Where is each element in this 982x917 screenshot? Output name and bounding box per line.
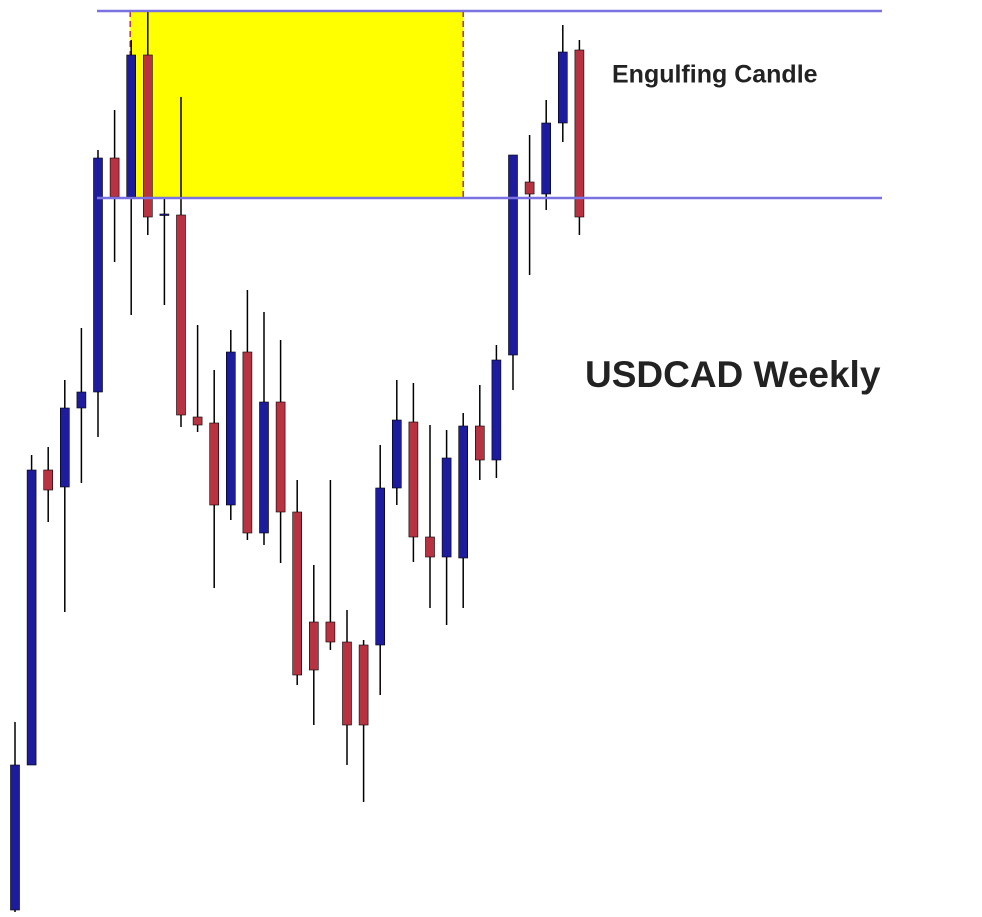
candle-body (441, 457, 452, 558)
candle-body (76, 391, 87, 409)
candle-body (109, 157, 120, 198)
candle-body (342, 641, 352, 726)
candle-body (192, 416, 203, 426)
candle-body (59, 407, 70, 488)
candle-body (275, 401, 286, 513)
annotation: USDCAD Weekly (585, 354, 881, 395)
zone (130, 11, 464, 198)
candle-body (508, 154, 518, 356)
candle-body (93, 157, 103, 393)
candle-body (43, 469, 54, 491)
candle-body (408, 421, 419, 538)
candle-body (126, 54, 136, 198)
candle-body (391, 419, 402, 489)
candle-body (242, 351, 253, 534)
candle-body (358, 644, 369, 726)
candle-body (425, 536, 435, 558)
candle-body (159, 213, 170, 216)
candle-body (292, 511, 303, 676)
candle-body (143, 54, 153, 218)
annotation: Engulfing Candle (612, 61, 818, 89)
candle-body (474, 425, 485, 461)
candle-body (375, 487, 386, 646)
candle-body (574, 49, 585, 218)
candle-body (259, 401, 269, 534)
candle-body (491, 359, 502, 461)
candle-body (524, 181, 535, 195)
candle-body (308, 621, 319, 671)
candle-body (325, 621, 336, 643)
candle-body (226, 351, 236, 506)
candle-body (557, 51, 568, 124)
candle-body (176, 214, 186, 416)
candle-body (209, 422, 219, 506)
candle-body (26, 469, 37, 766)
candle-body (458, 425, 469, 559)
candle-body (541, 122, 552, 195)
candle-body (10, 764, 20, 911)
